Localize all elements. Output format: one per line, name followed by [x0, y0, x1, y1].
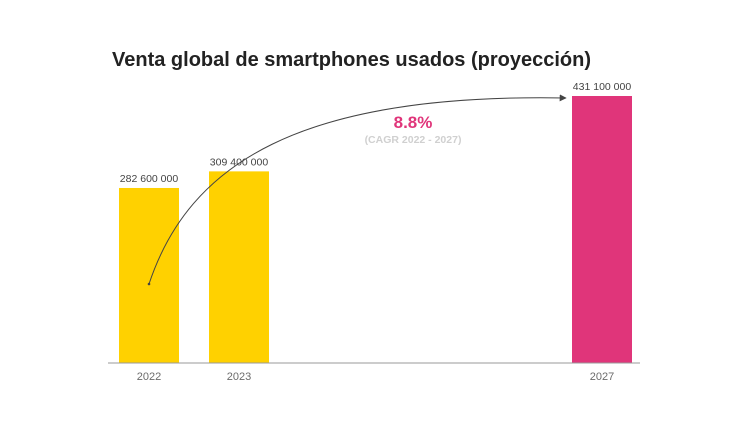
cagr-value: 8.8% — [394, 113, 433, 132]
cagr-arrow — [148, 94, 567, 285]
cagr-arrow-start-dot — [147, 282, 151, 286]
bar-2027 — [572, 96, 632, 363]
value-label-2027: 431 100 000 — [573, 81, 632, 93]
cagr-caption: (CAGR 2022 - 2027) — [365, 134, 462, 146]
tick-label-2023: 2023 — [227, 371, 251, 383]
value-label-2022: 282 600 000 — [120, 173, 179, 185]
labels-layer: 282 600 000 2022 309 400 000 2023 431 100 00… — [120, 81, 632, 383]
tick-label-2022: 2022 — [137, 371, 161, 383]
value-label-2023: 309 400 000 — [210, 156, 269, 168]
bar-2023 — [209, 171, 269, 363]
tick-label-2027: 2027 — [590, 371, 614, 383]
bars-layer — [119, 96, 632, 363]
bar-2022 — [119, 187, 179, 363]
chart-title: Venta global de smartphones usados (proy… — [112, 49, 591, 71]
